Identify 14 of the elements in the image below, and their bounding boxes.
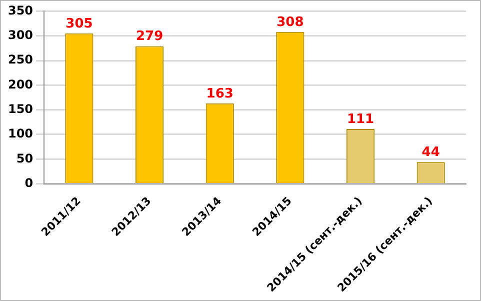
y-tick-label: 350 bbox=[8, 3, 34, 18]
data-label: 308 bbox=[276, 14, 304, 30]
y-tick-label: 50 bbox=[16, 151, 34, 166]
data-label: 111 bbox=[346, 112, 374, 127]
y-tick-label: 250 bbox=[8, 52, 34, 67]
data-label: 44 bbox=[422, 144, 440, 160]
y-tick-label: 100 bbox=[8, 126, 34, 141]
data-label: 305 bbox=[66, 16, 93, 32]
data-label: 163 bbox=[206, 86, 234, 102]
y-tick-label: 150 bbox=[8, 102, 34, 116]
y-tick-label: 0 bbox=[24, 176, 34, 190]
y-tick-label: 300 bbox=[8, 28, 34, 42]
data-label: 279 bbox=[136, 29, 164, 44]
y-tick-label: 200 bbox=[8, 77, 34, 92]
